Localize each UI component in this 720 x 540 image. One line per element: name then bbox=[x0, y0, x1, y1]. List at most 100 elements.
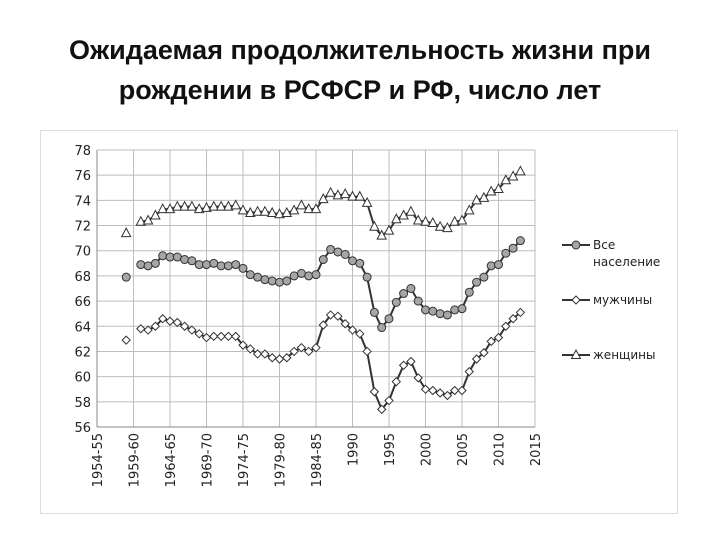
marker bbox=[260, 275, 270, 285]
y-tick-label: 56 bbox=[74, 421, 91, 436]
marker bbox=[420, 215, 431, 226]
y-tick-label: 78 bbox=[74, 144, 91, 159]
marker bbox=[303, 346, 314, 357]
marker bbox=[179, 321, 190, 331]
marker bbox=[493, 332, 504, 343]
marker bbox=[186, 200, 198, 211]
marker bbox=[406, 284, 416, 293]
marker bbox=[383, 224, 395, 235]
marker bbox=[252, 205, 263, 216]
x-tick-label: 2015 bbox=[529, 433, 544, 466]
marker bbox=[201, 201, 212, 212]
marker bbox=[376, 229, 388, 240]
marker bbox=[136, 324, 146, 334]
marker bbox=[223, 331, 234, 342]
marker bbox=[120, 227, 132, 238]
marker bbox=[193, 203, 205, 214]
marker bbox=[391, 297, 401, 307]
marker bbox=[479, 272, 489, 282]
marker bbox=[398, 209, 409, 220]
marker bbox=[515, 236, 525, 246]
marker bbox=[311, 342, 321, 353]
marker bbox=[457, 304, 467, 314]
x-tick-label: 2010 bbox=[493, 433, 508, 466]
chart-title: Ожидаемая продолжительность жизни при ро… bbox=[69, 35, 651, 105]
marker bbox=[507, 170, 519, 181]
marker bbox=[355, 329, 365, 339]
marker bbox=[318, 320, 329, 330]
x-tick-label: 1954-55 bbox=[91, 433, 106, 487]
marker bbox=[179, 200, 190, 211]
marker bbox=[150, 209, 161, 220]
marker bbox=[384, 314, 394, 324]
x-tick-label: 1995 bbox=[383, 433, 398, 466]
x-tick-label: 2005 bbox=[456, 433, 471, 466]
marker bbox=[515, 165, 526, 176]
marker bbox=[202, 260, 211, 270]
marker bbox=[311, 270, 321, 280]
marker bbox=[369, 387, 380, 397]
marker bbox=[361, 196, 373, 207]
marker bbox=[347, 325, 358, 335]
marker bbox=[318, 255, 328, 265]
marker bbox=[274, 208, 285, 219]
marker bbox=[369, 220, 380, 231]
marker bbox=[230, 331, 241, 342]
marker bbox=[508, 243, 518, 253]
marker bbox=[150, 321, 161, 331]
marker bbox=[208, 200, 220, 211]
marker bbox=[450, 305, 460, 315]
marker bbox=[187, 325, 197, 335]
marker bbox=[486, 261, 496, 271]
x-tick-label: 1979-80 bbox=[274, 433, 289, 487]
legend-marker bbox=[571, 240, 581, 250]
marker bbox=[245, 270, 255, 280]
marker bbox=[274, 354, 285, 364]
x-tick-label: 1974-75 bbox=[237, 433, 252, 487]
marker bbox=[406, 356, 416, 367]
marker bbox=[412, 214, 424, 225]
marker bbox=[296, 199, 307, 210]
marker bbox=[260, 349, 270, 359]
marker bbox=[427, 216, 439, 228]
marker bbox=[486, 336, 496, 347]
marker bbox=[209, 331, 219, 342]
marker bbox=[398, 360, 409, 371]
marker bbox=[362, 272, 372, 282]
legend-label: женщины bbox=[593, 348, 656, 362]
marker bbox=[172, 252, 182, 262]
marker bbox=[237, 204, 249, 215]
marker bbox=[340, 250, 350, 260]
marker bbox=[354, 190, 366, 201]
marker bbox=[340, 319, 350, 329]
marker bbox=[158, 251, 168, 261]
marker bbox=[238, 340, 248, 350]
marker bbox=[326, 244, 336, 254]
marker bbox=[259, 205, 271, 216]
x-tick-label: 1964-65 bbox=[164, 433, 179, 487]
marker bbox=[442, 221, 453, 233]
marker bbox=[493, 182, 504, 194]
marker bbox=[209, 258, 219, 268]
x-tick-label: 1959-60 bbox=[128, 433, 143, 487]
marker bbox=[421, 305, 430, 315]
marker bbox=[442, 390, 453, 401]
marker bbox=[456, 214, 468, 225]
marker bbox=[180, 255, 190, 265]
marker bbox=[282, 353, 292, 363]
marker bbox=[121, 335, 131, 345]
marker bbox=[472, 277, 482, 287]
x-tick-label: 2000 bbox=[420, 433, 435, 466]
x-tick-label: 1990 bbox=[347, 433, 362, 466]
marker bbox=[348, 256, 357, 266]
marker bbox=[420, 384, 431, 394]
marker bbox=[478, 191, 490, 202]
marker bbox=[230, 199, 242, 210]
series-line bbox=[140, 311, 522, 412]
marker bbox=[238, 263, 248, 273]
marker bbox=[194, 329, 204, 339]
marker bbox=[201, 332, 212, 343]
marker bbox=[304, 271, 314, 281]
